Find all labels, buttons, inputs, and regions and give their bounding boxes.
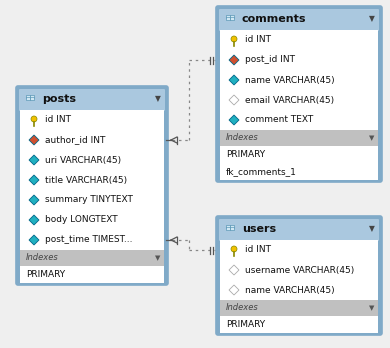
Polygon shape: [29, 135, 39, 145]
Bar: [20, 110, 164, 250]
Text: posts: posts: [42, 94, 76, 104]
Text: PRIMARY: PRIMARY: [226, 150, 265, 159]
Text: post_time TIMEST...: post_time TIMEST...: [45, 236, 133, 245]
Polygon shape: [229, 55, 239, 65]
Text: title VARCHAR(45): title VARCHAR(45): [45, 175, 127, 184]
Ellipse shape: [231, 246, 237, 252]
Bar: [225, 227, 230, 230]
FancyBboxPatch shape: [219, 9, 379, 31]
Polygon shape: [229, 75, 239, 85]
Text: Indexes: Indexes: [226, 303, 259, 313]
Text: ▼: ▼: [369, 305, 375, 311]
FancyBboxPatch shape: [216, 216, 382, 335]
Bar: [230, 227, 234, 230]
Bar: [220, 316, 378, 333]
Bar: [225, 224, 230, 228]
Text: comments: comments: [242, 14, 307, 24]
Bar: [25, 95, 30, 98]
Bar: [20, 266, 164, 283]
Text: ▼: ▼: [155, 95, 161, 103]
Polygon shape: [229, 95, 239, 105]
Bar: [25, 97, 30, 100]
Text: ▼: ▼: [155, 255, 161, 261]
FancyBboxPatch shape: [219, 219, 379, 241]
Text: body LONGTEXT: body LONGTEXT: [45, 215, 118, 224]
Bar: [230, 15, 234, 18]
Text: Indexes: Indexes: [226, 134, 259, 142]
Bar: [220, 240, 378, 300]
Bar: [230, 17, 234, 21]
Text: name VARCHAR(45): name VARCHAR(45): [245, 285, 335, 294]
Polygon shape: [29, 155, 39, 165]
Polygon shape: [29, 235, 39, 245]
Bar: [220, 300, 378, 316]
Text: comment TEXT: comment TEXT: [245, 116, 313, 125]
Text: uri VARCHAR(45): uri VARCHAR(45): [45, 156, 121, 165]
Polygon shape: [229, 115, 239, 125]
Text: author_id INT: author_id INT: [45, 135, 105, 144]
Polygon shape: [29, 195, 39, 205]
Text: id INT: id INT: [45, 116, 71, 125]
Text: name VARCHAR(45): name VARCHAR(45): [245, 76, 335, 85]
Text: users: users: [242, 224, 276, 234]
Bar: [230, 224, 234, 228]
Polygon shape: [229, 285, 239, 295]
Polygon shape: [29, 215, 39, 225]
FancyBboxPatch shape: [216, 6, 382, 182]
Text: fk_comments_1: fk_comments_1: [226, 167, 297, 176]
Text: PRIMARY: PRIMARY: [26, 270, 65, 279]
Ellipse shape: [31, 116, 37, 122]
Bar: [220, 30, 378, 130]
FancyBboxPatch shape: [19, 89, 165, 111]
Text: PRIMARY: PRIMARY: [226, 320, 265, 329]
Text: username VARCHAR(45): username VARCHAR(45): [245, 266, 354, 275]
Text: post_id INT: post_id INT: [245, 55, 295, 64]
Text: id INT: id INT: [245, 35, 271, 45]
Bar: [225, 15, 230, 18]
Bar: [225, 17, 230, 21]
Bar: [30, 97, 34, 100]
Text: summary TINYTEXT: summary TINYTEXT: [45, 196, 133, 205]
Polygon shape: [229, 265, 239, 275]
FancyBboxPatch shape: [16, 86, 168, 285]
Ellipse shape: [231, 36, 237, 42]
Text: ▼: ▼: [369, 135, 375, 141]
Text: Indexes: Indexes: [26, 253, 59, 262]
Bar: [220, 130, 378, 146]
Bar: [220, 146, 378, 180]
Text: id INT: id INT: [245, 245, 271, 254]
Bar: [30, 95, 34, 98]
Bar: [20, 250, 164, 266]
Text: ▼: ▼: [369, 224, 375, 234]
Text: email VARCHAR(45): email VARCHAR(45): [245, 95, 334, 104]
Polygon shape: [29, 175, 39, 185]
Text: ▼: ▼: [369, 15, 375, 24]
